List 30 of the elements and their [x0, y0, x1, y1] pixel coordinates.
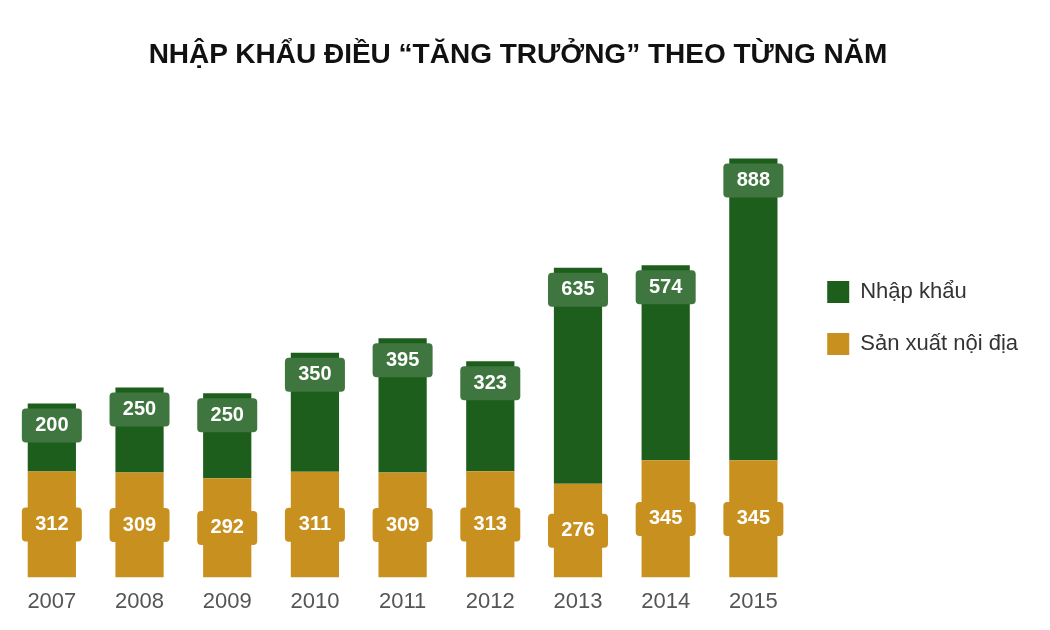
x-tick-label: 2007 — [27, 587, 77, 613]
x-tick-label: 2011 — [378, 587, 427, 613]
x-tick-label: 2012 — [465, 587, 515, 613]
data-label: 350 — [298, 362, 332, 385]
data-label: 250 — [122, 397, 157, 420]
data-label: 250 — [210, 402, 244, 425]
data-label: 323 — [473, 370, 507, 393]
data-label: 635 — [561, 277, 595, 300]
legend-label: Nhập khẩu — [860, 278, 967, 304]
data-label: 888 — [736, 167, 771, 190]
x-tick-label: 2013 — [553, 587, 603, 613]
data-label: 309 — [385, 512, 420, 535]
x-tick-label: 2010 — [290, 587, 340, 613]
x-tick-label: 2008 — [115, 587, 165, 613]
data-label: 292 — [210, 515, 244, 538]
x-tick-label: 2009 — [202, 587, 252, 613]
x-tick-label: 2015 — [728, 587, 778, 613]
data-label: 395 — [385, 347, 420, 370]
x-tick-label: 2014 — [641, 587, 691, 613]
chart-title: NHẬP KHẨU ĐIỀU “TĂNG TRƯỞNG” THEO TỪNG NĂM — [148, 36, 888, 69]
data-label: 345 — [736, 506, 771, 529]
legend-label: Sản xuất nội địa — [860, 330, 1019, 356]
data-label: 312 — [35, 512, 69, 535]
data-label: 345 — [648, 506, 683, 529]
data-label: 574 — [648, 274, 684, 297]
data-label: 200 — [35, 413, 69, 436]
data-label: 313 — [473, 511, 507, 534]
data-label: 276 — [561, 518, 595, 541]
data-label: 309 — [122, 512, 157, 535]
data-label: 311 — [298, 512, 332, 535]
